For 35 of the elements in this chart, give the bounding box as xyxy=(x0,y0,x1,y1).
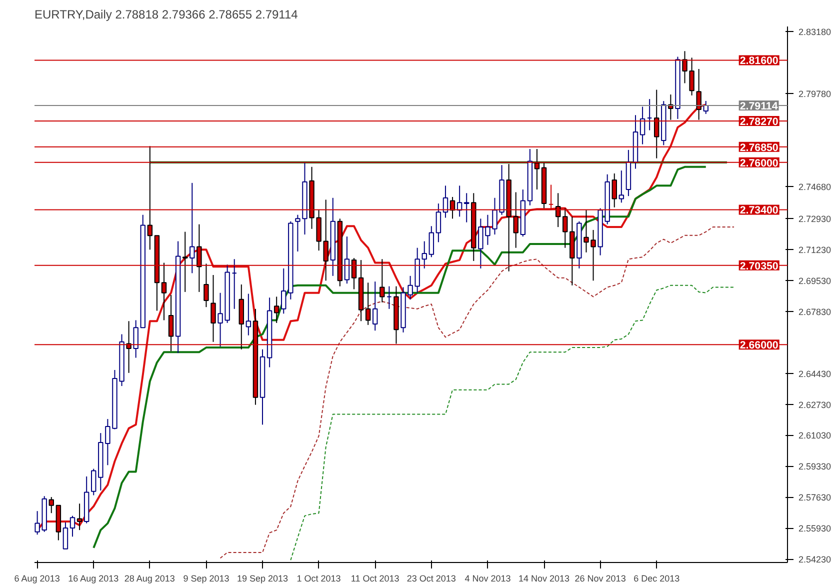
y-tick-label: 2.62730 xyxy=(798,400,832,410)
y-tick-label: 2.64430 xyxy=(798,368,832,379)
ref-line-label: 2.70350 xyxy=(740,260,778,272)
x-tick-label: 1 Oct 2013 xyxy=(296,574,341,584)
x-tick-label: 4 Nov 2013 xyxy=(464,574,511,584)
ref-line-label: 2.78270 xyxy=(740,116,778,128)
x-tick-label: 26 Nov 2013 xyxy=(574,574,626,584)
x-tick-label: 16 Aug 2013 xyxy=(68,574,119,584)
x-tick-label: 19 Sep 2013 xyxy=(236,574,288,584)
y-tick-label: 2.54230 xyxy=(798,554,832,565)
x-tick-label: 6 Dec 2013 xyxy=(634,574,680,584)
y-tick-label: 2.69530 xyxy=(798,276,832,286)
y-tick-label: 2.55930 xyxy=(798,524,832,534)
y-tick-label: 2.74680 xyxy=(798,182,832,192)
ref-line-label: 2.76000 xyxy=(740,157,778,170)
x-tick-label: 11 Oct 2013 xyxy=(350,574,400,584)
x-tick-label: 14 Nov 2013 xyxy=(518,574,570,584)
ref-line-label: 2.81600 xyxy=(740,55,778,68)
ref-line-label: 2.73400 xyxy=(740,204,778,217)
y-tick-label: 2.67830 xyxy=(798,306,832,317)
x-tick-label: 28 Aug 2013 xyxy=(124,574,175,584)
ref-line-label: 2.79114 xyxy=(740,100,778,113)
ref-line-label: 2.66000 xyxy=(740,340,778,352)
y-tick-label: 2.79780 xyxy=(798,88,832,99)
x-tick-label: 9 Sep 2013 xyxy=(183,574,230,584)
y-tick-label: 2.72930 xyxy=(798,214,832,224)
y-tick-label: 2.71230 xyxy=(798,244,832,255)
y-tick-label: 2.57630 xyxy=(798,492,832,503)
y-tick-label: 2.61030 xyxy=(798,430,832,441)
x-tick-label: 6 Aug 2013 xyxy=(14,574,60,584)
y-tick-label: 2.83180 xyxy=(798,26,832,37)
chart-title: EURTRY,Daily 2.78818 2.79366 2.78655 2.79114 xyxy=(34,8,298,22)
y-tick-label: 2.59330 xyxy=(798,462,832,472)
ref-line-label: 2.76850 xyxy=(740,142,778,154)
x-tick-label: 23 Oct 2013 xyxy=(406,574,456,584)
